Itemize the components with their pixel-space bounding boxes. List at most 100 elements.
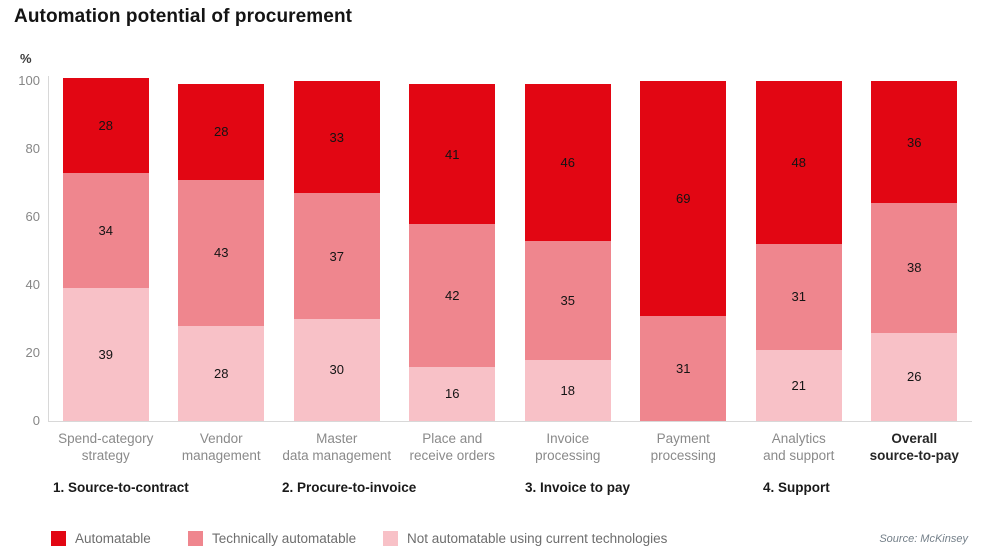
y-axis-line: [48, 76, 49, 421]
bar-segment-technically-automatable: 43: [178, 179, 265, 326]
group-label-3-invoice-to-pay: 3. Invoice to pay: [525, 480, 631, 495]
legend-swatch-icon: [383, 531, 398, 546]
category-label-line: Spend-category: [58, 431, 154, 446]
bar-value-label: 31: [791, 289, 806, 305]
bar-segment-technically-automatable: 34: [62, 172, 149, 289]
bar-overall-source-to-pay: 36 38 26: [871, 81, 958, 421]
bar-value-label: 35: [560, 292, 575, 308]
bar-segment-not-automatable-using-current-technologies: 28: [178, 325, 265, 421]
bar-value-label: 21: [791, 377, 806, 393]
bar-value-label: 39: [98, 347, 113, 363]
legend-label: Not automatable using current technologi…: [407, 531, 668, 546]
bar-segment-not-automatable-using-current-technologies: 16: [409, 366, 496, 421]
bar-segment-automatable: 46: [524, 84, 611, 241]
legend-swatch-icon: [188, 531, 203, 546]
category-label-line: processing: [535, 447, 601, 463]
y-axis-tick-label: 80: [25, 141, 40, 156]
bar-vendor-management: 28 43 28: [178, 84, 265, 421]
category-label-place-and-receive-orders: Place and receive orders: [395, 431, 511, 464]
group-label-1-source-to-contract: 1. Source-to-contract: [53, 480, 189, 495]
bar-value-label: 28: [98, 117, 113, 133]
x-axis-line: [48, 421, 972, 422]
bar-segment-automatable: 41: [409, 84, 496, 224]
group-label-2-procure-to-invoice: 2. Procure-to-invoice: [282, 480, 417, 495]
y-axis-unit-label: %: [20, 51, 32, 66]
bar-segment-technically-automatable: 42: [409, 223, 496, 367]
legend-item-automatable: Automatable: [51, 531, 151, 546]
bar-segment-automatable: 28: [178, 84, 265, 180]
bar-value-label: 36: [907, 134, 922, 150]
bar-segment-not-automatable-using-current-technologies: 18: [524, 359, 611, 421]
bar-master-data-management: 33 37 30: [293, 81, 380, 421]
category-label-vendor-management: Vendor management: [164, 431, 280, 464]
bar-segment-automatable: 69: [640, 81, 727, 316]
bar-value-label: 43: [214, 245, 229, 261]
category-label-line: Vendor: [199, 431, 243, 446]
bar-value-label: 16: [445, 386, 460, 402]
bar-segment-automatable: 48: [755, 81, 842, 245]
bar-segment-automatable: 36: [871, 81, 958, 204]
bar-value-label: 30: [329, 362, 344, 378]
category-label-payment-processing: Payment processing: [626, 431, 742, 464]
category-label-line: data management: [282, 447, 392, 463]
source-note: Source: McKinsey: [879, 533, 968, 545]
bar-value-label: 28: [214, 365, 229, 381]
bar-segment-technically-automatable: 38: [871, 203, 958, 333]
category-label-line: management: [181, 447, 261, 463]
chart-title: Automation potential of procurement: [14, 6, 353, 27]
y-axis-tick-label: 0: [32, 413, 40, 428]
category-label-master-data-management: Master data management: [279, 431, 395, 464]
bar-segment-not-automatable-using-current-technologies: 39: [62, 288, 149, 421]
bar-segment-not-automatable-using-current-technologies: 21: [755, 349, 842, 421]
bar-place-and-receive-orders: 41 42 16: [409, 84, 496, 421]
category-label-line: Place and: [422, 431, 483, 446]
bar-segment-not-automatable-using-current-technologies: 30: [293, 318, 380, 421]
bar-value-label: 34: [98, 223, 113, 239]
category-label-line: and support: [763, 447, 835, 463]
category-label-invoice-processing: Invoice processing: [510, 431, 626, 464]
legend-label: Technically automatable: [212, 531, 357, 546]
legend-label: Automatable: [75, 531, 151, 546]
bar-value-label: 38: [907, 260, 922, 276]
category-label-line: Overall: [891, 431, 938, 446]
legend-item-technically-automatable: Technically automatable: [188, 531, 356, 546]
bar-payment-processing: 69 31: [640, 81, 727, 421]
category-label-line: strategy: [81, 447, 130, 463]
category-label-overall-source-to-pay: Overall source-to-pay: [857, 431, 973, 464]
y-axis-tick-label: 100: [18, 73, 40, 88]
category-label-line: Invoice: [546, 431, 590, 446]
bar-value-label: 33: [329, 129, 344, 145]
bar-segment-technically-automatable: 31: [640, 315, 727, 421]
bar-value-label: 26: [907, 369, 922, 385]
bar-segment-technically-automatable: 37: [293, 193, 380, 319]
bar-value-label: 28: [214, 124, 229, 140]
y-axis-tick-label: 20: [25, 345, 40, 360]
category-label-line: receive orders: [409, 447, 496, 463]
bar-segment-technically-automatable: 31: [755, 244, 842, 350]
category-label-spend-category-strategy: Spend-category strategy: [48, 431, 164, 464]
bar-value-label: 41: [445, 146, 460, 162]
bar-value-label: 18: [560, 382, 575, 398]
bar-segment-technically-automatable: 35: [524, 240, 611, 360]
bar-value-label: 42: [445, 287, 460, 303]
bar-spend-category-strategy: 28 34 39: [62, 77, 149, 421]
bar-value-label: 46: [560, 155, 575, 171]
bar-segment-automatable: 28: [62, 77, 149, 173]
legend-swatch-icon: [51, 531, 66, 546]
bar-value-label: 31: [676, 360, 691, 376]
group-label-4-support: 4. Support: [763, 480, 830, 495]
category-label-line: Master: [316, 431, 358, 446]
category-label-line: processing: [650, 447, 716, 463]
category-label-line: Analytics: [771, 431, 826, 446]
bar-invoice-processing: 46 35 18: [524, 84, 611, 421]
bar-value-label: 48: [791, 155, 806, 171]
category-label-analytics-and-support: Analytics and support: [741, 431, 857, 464]
legend-item-not-automatable-using-current-technologies: Not automatable using current technologi…: [383, 531, 667, 546]
bar-segment-automatable: 33: [293, 81, 380, 194]
category-label-line: Payment: [656, 431, 710, 446]
y-axis-tick-label: 60: [25, 209, 40, 224]
bar-segment-not-automatable-using-current-technologies: 26: [871, 332, 958, 421]
category-label-line: source-to-pay: [869, 447, 959, 463]
bar-analytics-and-support: 48 31 21: [755, 81, 842, 421]
